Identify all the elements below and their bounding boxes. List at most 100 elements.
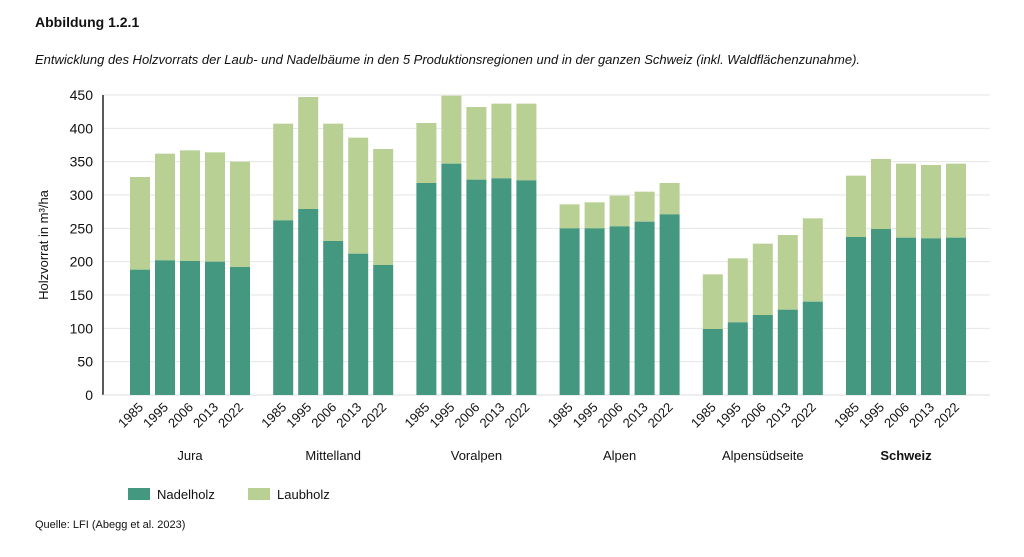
x-tick-label-year: 2022 <box>645 400 676 431</box>
legend-swatch-laubholz <box>248 488 270 500</box>
y-tick-label: 100 <box>70 320 94 336</box>
x-tick-label-year: 2006 <box>451 400 482 431</box>
bar-nadelholz <box>516 180 537 395</box>
bar-nadelholz <box>323 241 344 395</box>
source-note: Quelle: LFI (Abegg et al. 2023) <box>35 519 186 531</box>
bar-laubholz <box>516 103 537 181</box>
bar-laubholz <box>155 153 175 261</box>
x-tick-label-year: 1985 <box>115 400 146 431</box>
bar-nadelholz <box>846 237 866 395</box>
x-tick-label-year: 1995 <box>283 400 314 431</box>
bar-nadelholz <box>634 221 655 395</box>
x-tick-label-year: 1995 <box>140 400 171 431</box>
bar-nadelholz <box>609 226 630 395</box>
legend-swatch-nadelholz <box>128 488 150 500</box>
bar-laubholz <box>777 235 798 310</box>
bar-laubholz <box>323 123 344 241</box>
x-tick-label-year: 2006 <box>308 400 339 431</box>
group-label: Alpen <box>603 448 636 463</box>
bar-laubholz <box>896 163 916 238</box>
legend-label-laubholz: Laubholz <box>277 487 330 502</box>
bar-nadelholz <box>777 309 798 395</box>
x-tick-label-year: 1985 <box>401 400 432 431</box>
bar-laubholz <box>609 195 630 227</box>
x-tick-label-year: 2013 <box>906 400 937 431</box>
bar-nadelholz <box>946 237 966 395</box>
x-tick-label-year: 1985 <box>831 400 862 431</box>
bar-laubholz <box>466 107 487 180</box>
y-tick-label: 450 <box>70 87 94 103</box>
bar-nadelholz <box>802 301 823 395</box>
bar-laubholz <box>230 161 250 267</box>
bar-nadelholz <box>373 265 394 395</box>
bar-nadelholz <box>702 329 723 395</box>
bar-nadelholz <box>584 228 605 395</box>
bar-nadelholz <box>205 261 225 395</box>
bar-laubholz <box>846 175 866 237</box>
bar-nadelholz <box>559 228 580 395</box>
y-tick-label: 300 <box>70 187 94 203</box>
x-tick-label-year: 2006 <box>595 400 626 431</box>
group-label: Mittelland <box>305 448 361 463</box>
x-tick-label-year: 2013 <box>333 400 364 431</box>
bar-laubholz <box>802 218 823 302</box>
x-tick-label-year: 2006 <box>738 400 769 431</box>
figure-number: Abbildung 1.2.1 <box>35 14 140 30</box>
group-label: Voralpen <box>451 448 502 463</box>
bar-laubholz <box>921 165 941 239</box>
bar-nadelholz <box>871 229 891 395</box>
bar-laubholz <box>416 123 437 183</box>
bar-nadelholz <box>896 237 916 395</box>
x-tick-label-year: 1985 <box>688 400 719 431</box>
bar-laubholz <box>441 95 462 164</box>
x-tick-label-year: 2006 <box>881 400 912 431</box>
bar-laubholz <box>273 123 294 221</box>
y-tick-label: 350 <box>70 154 94 170</box>
legend-label-nadelholz: Nadelholz <box>157 487 215 502</box>
x-tick-label-year: 1985 <box>258 400 289 431</box>
x-tick-label-year: 1995 <box>856 400 887 431</box>
bar-laubholz <box>559 204 580 229</box>
x-tick-label-year: 2022 <box>215 400 246 431</box>
y-tick-label: 200 <box>70 254 94 270</box>
bar-nadelholz <box>348 253 369 395</box>
bar-laubholz <box>659 183 680 215</box>
chart-subtitle: Entwicklung des Holzvorrats der Laub- un… <box>35 52 861 67</box>
bar-laubholz <box>946 163 966 238</box>
y-axis-label: Holzvorrat in m³/ha <box>36 189 51 300</box>
bar-nadelholz <box>180 261 200 395</box>
bar-laubholz <box>727 258 748 323</box>
bar-nadelholz <box>921 238 941 395</box>
bar-laubholz <box>298 97 319 209</box>
y-tick-label: 250 <box>70 220 94 236</box>
bar-nadelholz <box>273 220 294 395</box>
x-tick-label-year: 2013 <box>763 400 794 431</box>
x-tick-label-year: 2006 <box>165 400 196 431</box>
bar-laubholz <box>130 177 150 270</box>
x-tick-label-year: 2013 <box>620 400 651 431</box>
x-tick-label-year: 2013 <box>190 400 221 431</box>
x-tick-label-year: 2022 <box>931 400 962 431</box>
bar-laubholz <box>348 137 369 254</box>
group-label: Alpensüdseite <box>722 448 804 463</box>
bar-laubholz <box>752 243 773 315</box>
bar-nadelholz <box>155 260 175 395</box>
y-tick-label: 150 <box>70 287 94 303</box>
x-tick-label-year: 1995 <box>426 400 457 431</box>
bar-nadelholz <box>230 267 250 395</box>
bar-laubholz <box>491 103 512 179</box>
bar-laubholz <box>871 159 891 229</box>
x-tick-label-year: 2022 <box>501 400 532 431</box>
bar-nadelholz <box>727 322 748 395</box>
bar-nadelholz <box>416 183 437 395</box>
bar-nadelholz <box>491 178 512 395</box>
bar-nadelholz <box>466 179 487 395</box>
x-tick-label-year: 2013 <box>476 400 507 431</box>
x-tick-label-year: 2022 <box>788 400 819 431</box>
group-label: Jura <box>177 448 203 463</box>
x-tick-label-year: 1995 <box>713 400 744 431</box>
group-label: Schweiz <box>880 448 932 463</box>
bar-laubholz <box>702 274 723 329</box>
x-tick-label-year: 2022 <box>358 400 389 431</box>
